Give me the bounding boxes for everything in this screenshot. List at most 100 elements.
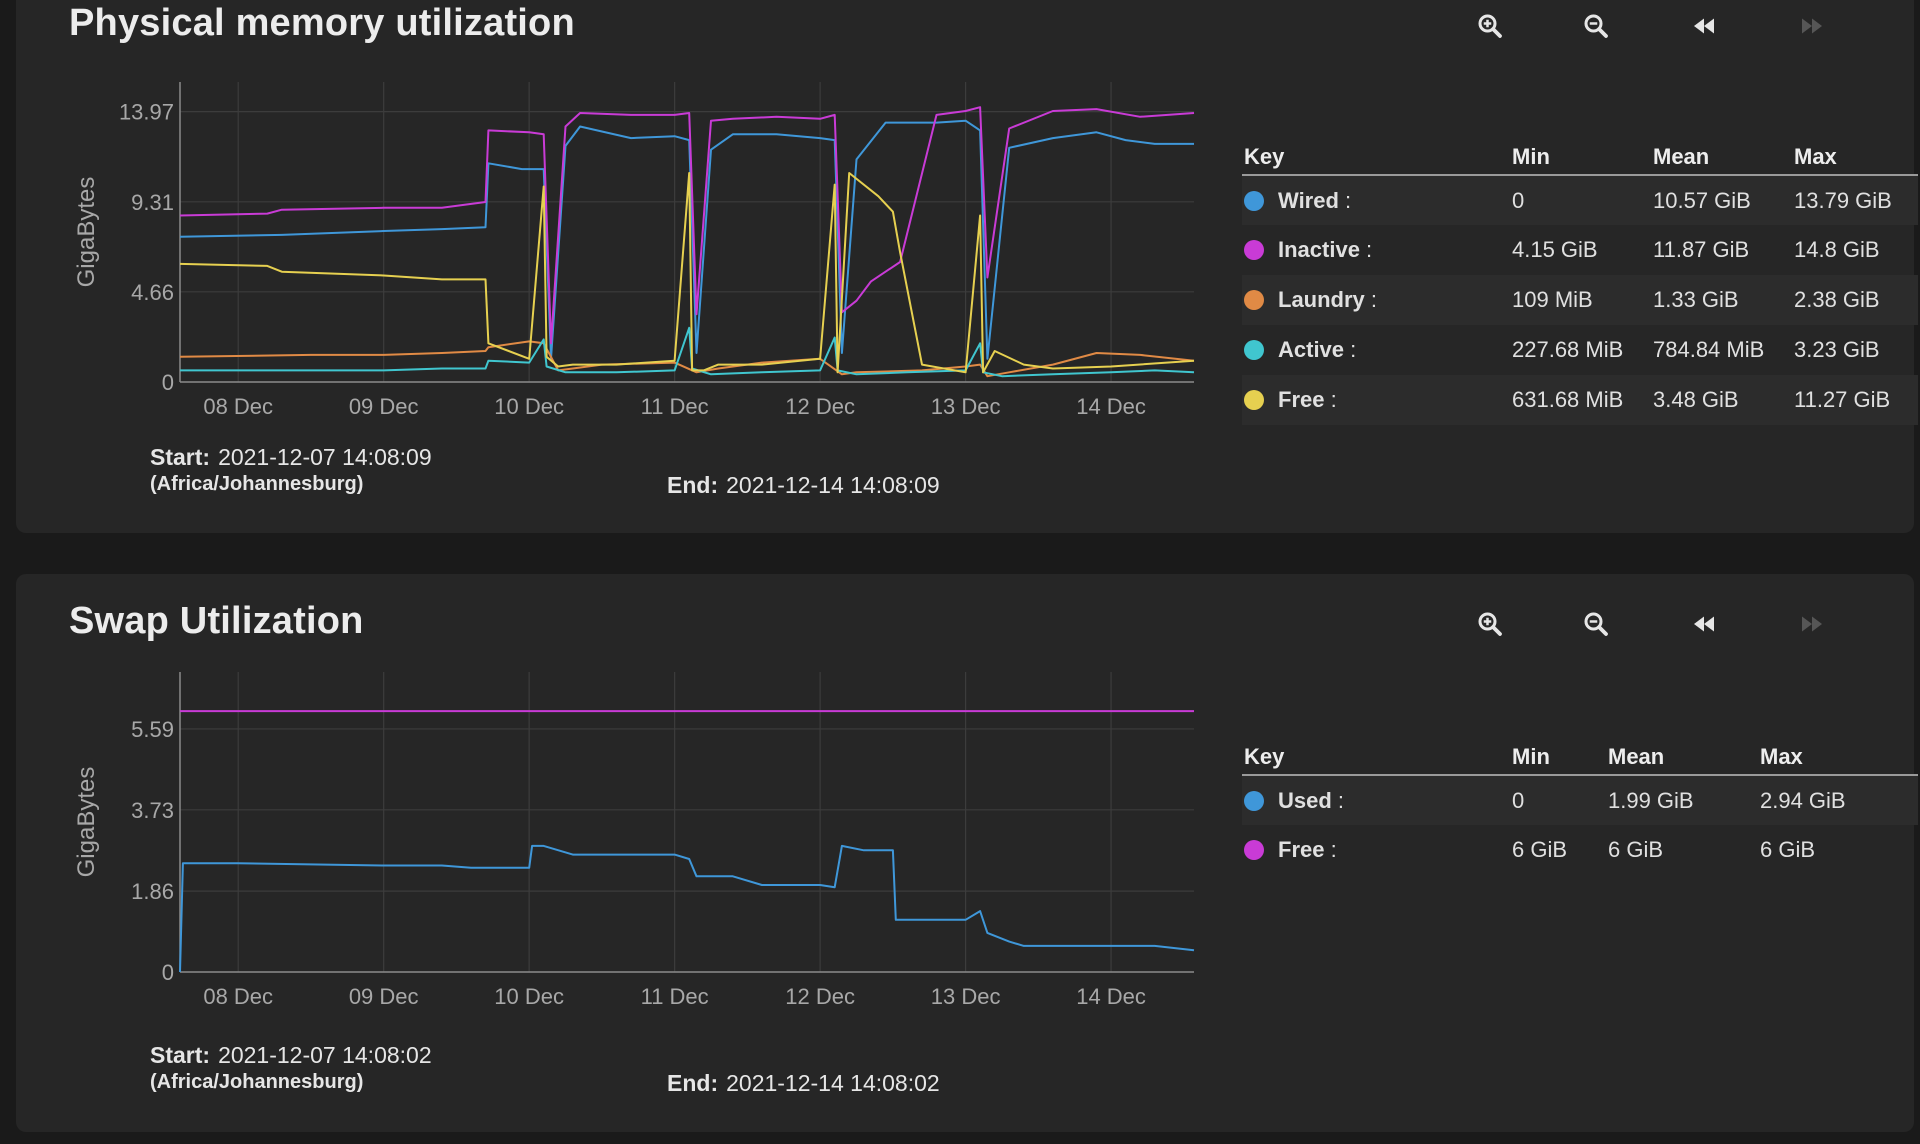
y-tick-label: 3.73 — [131, 798, 174, 823]
zoom-in-button[interactable] — [1468, 604, 1512, 644]
swap-chart-svg: 0 1.86 3.73 5.59 08 Dec 09 Dec 10 Dec 11 Dec 12 … — [73, 672, 1195, 1009]
legend-header-mean: Mean — [1606, 740, 1758, 776]
legend-min: 4.15 GiB — [1512, 237, 1598, 262]
fast-forward-button[interactable] — [1790, 6, 1834, 46]
x-tick-label: 13 Dec — [931, 394, 1001, 419]
legend-header-max: Max — [1792, 140, 1918, 176]
x-tick-label: 11 Dec — [641, 394, 709, 419]
legend-max: 2.38 GiB — [1792, 275, 1918, 325]
x-tick-label: 09 Dec — [349, 394, 419, 419]
memory-end-range: End: 2021-12-14 14:08:09 — [667, 472, 940, 499]
swap-chart[interactable]: 0 1.86 3.73 5.59 08 Dec 09 Dec 10 Dec 11 Dec 12 … — [56, 658, 1216, 1009]
swap-toolbar — [1468, 604, 1828, 644]
legend-min: 631.68 MiB — [1510, 375, 1651, 425]
swap-free-dot-icon — [1244, 840, 1264, 860]
swap-title: Swap Utilization — [69, 600, 364, 642]
fast-forward-button[interactable] — [1790, 604, 1834, 644]
y-axis-label: GigaBytes — [73, 177, 100, 288]
legend-max: 2.94 GiB — [1758, 775, 1918, 825]
y-tick-label: 1.86 — [131, 879, 174, 904]
legend-row-inactive[interactable]: Inactive : 4.15 GiB 11.87 GiB 14.8 GiB — [1242, 225, 1918, 275]
swap-legend: Key Min Mean Max Used : 0 1.99 GiB 2.94 … — [1242, 740, 1918, 875]
y-tick-label: 5.59 — [131, 717, 174, 742]
y-tick-label: 13.97 — [119, 100, 174, 125]
x-tick-label: 14 Dec — [1076, 394, 1146, 419]
series-line-inactive — [179, 106, 1195, 345]
y-tick-label: 9.31 — [131, 190, 174, 215]
legend-max: 14.8 GiB — [1794, 237, 1880, 262]
rewind-icon — [1694, 616, 1714, 632]
rewind-button[interactable] — [1682, 6, 1726, 46]
memory-end-value: 2021-12-14 14:08:09 — [726, 472, 940, 498]
swap-end-label: End: — [667, 1070, 719, 1096]
memory-start-label: Start: — [150, 444, 211, 470]
legend-header-key: Key — [1242, 140, 1510, 176]
legend-row-swap-free[interactable]: Free : 6 GiB 6 GiB 6 GiB — [1242, 825, 1918, 875]
legend-row-wired[interactable]: Wired : 0 10.57 GiB 13.79 GiB — [1242, 175, 1918, 225]
memory-toolbar — [1468, 6, 1828, 46]
legend-min: 109 MiB — [1510, 275, 1651, 325]
zoom-out-icon — [1584, 612, 1608, 636]
memory-start-range: Start: 2021-12-07 14:08:09 (Africa/Johann… — [150, 444, 432, 496]
legend-row-used[interactable]: Used : 0 1.99 GiB 2.94 GiB — [1242, 775, 1918, 825]
memory-title: Physical memory utilization — [69, 2, 575, 44]
legend-name: Active — [1278, 337, 1345, 362]
legend-mean: 1.33 GiB — [1651, 275, 1792, 325]
legend-min: 227.68 MiB — [1512, 337, 1624, 362]
series-line-laundry — [179, 340, 1195, 378]
legend-name: Used — [1278, 787, 1332, 813]
wired-dot-icon — [1244, 190, 1264, 211]
swap-legend-table: Key Min Mean Max Used : 0 1.99 GiB 2.94 … — [1242, 740, 1918, 875]
series-line-used — [179, 844, 1195, 973]
swap-start-label: Start: — [150, 1042, 211, 1068]
x-tick-label: 09 Dec — [349, 984, 419, 1009]
y-tick-label: 0 — [162, 370, 174, 395]
zoom-out-button[interactable] — [1574, 6, 1618, 46]
swap-start-value: 2021-12-07 14:08:02 — [218, 1042, 432, 1068]
zoom-out-icon — [1584, 14, 1608, 38]
series-line-wired — [179, 119, 1194, 360]
legend-name: Wired — [1278, 187, 1339, 213]
legend-max: 3.23 GiB — [1794, 337, 1880, 362]
swap-end-range: End: 2021-12-14 14:08:02 — [667, 1070, 940, 1097]
legend-max: 11.27 GiB — [1792, 375, 1918, 425]
legend-row-active[interactable]: Active : 227.68 MiB 784.84 MiB 3.23 GiB — [1242, 325, 1918, 375]
x-tick-label: 08 Dec — [203, 394, 273, 419]
memory-legend-table: Key Min Mean Max Wired : 0 10.57 GiB 13.… — [1242, 140, 1918, 425]
fast-forward-icon — [1802, 18, 1822, 34]
x-tick-label: 10 Dec — [494, 394, 564, 419]
swap-end-value: 2021-12-14 14:08:02 — [726, 1070, 940, 1096]
rewind-icon — [1694, 18, 1714, 34]
legend-max: 6 GiB — [1760, 837, 1816, 862]
memory-end-label: End: — [667, 472, 719, 498]
y-tick-label: 0 — [162, 960, 174, 985]
swap-timezone: (Africa/Johannesburg) — [150, 1071, 364, 1093]
legend-header-min: Min — [1510, 140, 1651, 176]
legend-mean: 3.48 GiB — [1651, 375, 1792, 425]
legend-row-laundry[interactable]: Laundry : 109 MiB 1.33 GiB 2.38 GiB — [1242, 275, 1918, 325]
legend-name: Inactive — [1278, 237, 1360, 262]
rewind-button[interactable] — [1682, 604, 1726, 644]
legend-mean: 1.99 GiB — [1606, 775, 1758, 825]
legend-row-free[interactable]: Free : 631.68 MiB 3.48 GiB 11.27 GiB — [1242, 375, 1918, 425]
legend-max: 13.79 GiB — [1792, 175, 1918, 225]
memory-card: Physical memory utilization 0 4.66 9.31 13.… — [16, 0, 1918, 533]
memory-chart[interactable]: 0 4.66 9.31 13.97 08 Dec 09 Dec 10 Dec 11 Dec 12… — [56, 68, 1216, 419]
x-tick-label: 08 Dec — [203, 984, 273, 1009]
x-tick-label: 10 Dec — [494, 984, 564, 1009]
x-tick-label: 14 Dec — [1076, 984, 1146, 1009]
legend-name: Laundry — [1278, 287, 1365, 312]
legend-min: 0 — [1510, 775, 1606, 825]
free-dot-icon — [1244, 390, 1264, 410]
zoom-out-button[interactable] — [1574, 604, 1618, 644]
legend-header-min: Min — [1510, 740, 1606, 776]
swap-card: Swap Utilization 0 1.86 3.73 5.59 08 Dec 09 D… — [16, 574, 1918, 1132]
x-tick-label: 12 Dec — [785, 394, 855, 419]
zoom-in-button[interactable] — [1468, 6, 1512, 46]
y-axis-label: GigaBytes — [73, 767, 100, 878]
legend-header-key: Key — [1242, 740, 1510, 776]
legend-min: 6 GiB — [1512, 837, 1568, 862]
legend-mean: 11.87 GiB — [1653, 237, 1750, 262]
fast-forward-icon — [1802, 616, 1822, 632]
used-dot-icon — [1244, 790, 1264, 811]
